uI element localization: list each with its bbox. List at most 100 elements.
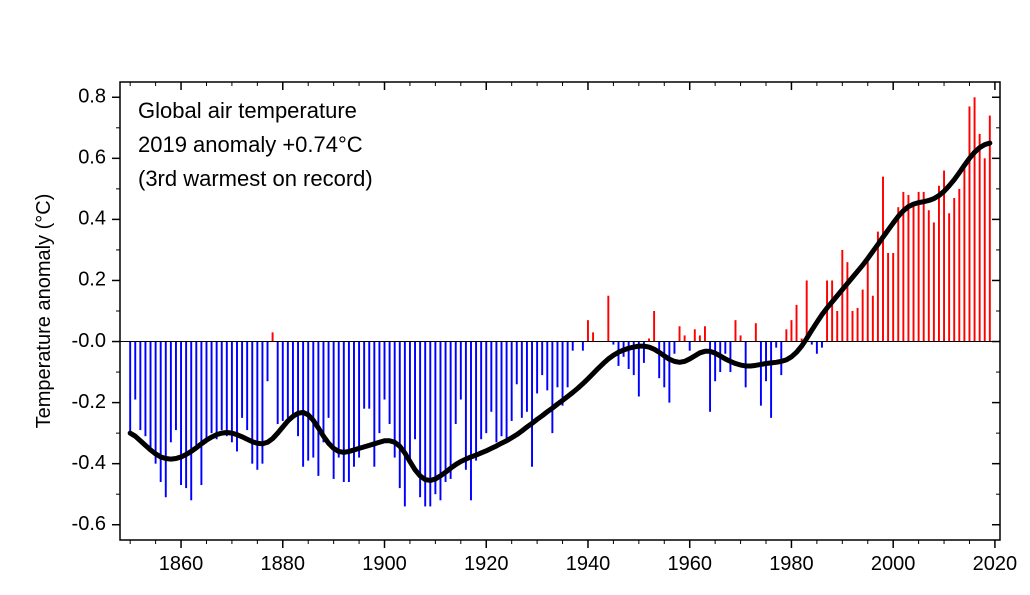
annotation-line: 2019 anomaly +0.74°C [138, 132, 363, 157]
bar-1956 [668, 342, 670, 403]
bar-1939 [582, 342, 584, 351]
bar-1851 [134, 342, 136, 400]
bar-1889 [328, 342, 330, 418]
bar-1904 [404, 342, 406, 507]
bar-1895 [358, 342, 360, 458]
bar-2016 [974, 97, 976, 341]
temperature-anomaly-chart: -0.6-0.4-0.2-0.00.20.40.60.8186018801900… [0, 0, 1030, 595]
bar-2019 [989, 116, 991, 342]
bar-2000 [892, 253, 894, 342]
bar-1914 [455, 342, 457, 424]
ytick-label: 0.2 [78, 269, 106, 291]
bar-2015 [969, 106, 971, 341]
bar-1929 [531, 342, 533, 467]
ytick-label: -0.4 [72, 452, 106, 474]
bar-1877 [267, 342, 269, 382]
bar-1922 [495, 342, 497, 443]
bar-1999 [887, 253, 889, 342]
xtick-label: 2020 [973, 553, 1018, 575]
bar-1936 [567, 342, 569, 388]
bar-1969 [735, 320, 737, 341]
bar-1906 [414, 342, 416, 440]
bar-1890 [333, 342, 335, 479]
bar-1930 [536, 342, 538, 394]
ytick-label: 0.6 [78, 147, 106, 169]
bar-1887 [317, 342, 319, 476]
xtick-label: 1940 [566, 553, 611, 575]
bar-1917 [470, 342, 472, 501]
bar-1934 [556, 342, 558, 388]
bar-1867 [216, 342, 218, 440]
bar-1854 [150, 342, 152, 449]
xtick-label: 2000 [871, 553, 916, 575]
bar-1888 [323, 342, 325, 443]
bar-1863 [195, 342, 197, 446]
y-axis-label: Temperature anomaly (°C) [33, 194, 55, 429]
bar-1910 [434, 342, 436, 495]
bar-1860 [180, 342, 182, 486]
bar-2018 [984, 158, 986, 341]
bar-1865 [206, 342, 208, 440]
bar-1856 [160, 342, 162, 482]
bar-1976 [770, 342, 772, 418]
bar-2001 [897, 207, 899, 341]
bar-1954 [658, 342, 660, 379]
bar-1892 [343, 342, 345, 482]
bar-1959 [684, 335, 686, 341]
bar-1955 [663, 342, 665, 388]
bar-1985 [816, 342, 818, 354]
bar-1870 [231, 342, 233, 443]
bar-1935 [562, 342, 564, 406]
bar-1891 [338, 342, 340, 458]
bar-1872 [241, 342, 243, 418]
bar-1993 [857, 308, 859, 342]
bar-1912 [445, 342, 447, 482]
bar-1927 [521, 342, 523, 418]
xtick-label: 1880 [261, 553, 306, 575]
bar-2005 [918, 192, 920, 342]
bar-1869 [226, 342, 228, 437]
bar-1866 [211, 342, 213, 434]
chart-container: -0.6-0.4-0.2-0.00.20.40.60.8186018801900… [0, 0, 1030, 595]
bar-1991 [846, 262, 848, 341]
ytick-label: 0.8 [78, 86, 106, 108]
bar-2010 [943, 171, 945, 342]
bar-2013 [958, 189, 960, 342]
bar-2003 [907, 195, 909, 342]
bar-2014 [963, 164, 965, 341]
bar-1857 [165, 342, 167, 498]
bar-1989 [836, 311, 838, 342]
bar-1873 [246, 342, 248, 431]
bar-1944 [607, 296, 609, 342]
bar-1915 [460, 342, 462, 400]
bar-1898 [373, 342, 375, 467]
bar-1937 [572, 342, 574, 351]
xtick-label: 1900 [362, 553, 407, 575]
bar-1968 [729, 342, 731, 373]
bar-1884 [302, 342, 304, 467]
bar-1878 [272, 332, 274, 341]
xtick-label: 1920 [464, 553, 509, 575]
bar-1957 [673, 342, 675, 354]
bar-1859 [175, 342, 177, 431]
bar-1861 [185, 342, 187, 489]
bar-1881 [287, 342, 289, 418]
bar-1899 [378, 342, 380, 434]
bar-1897 [368, 342, 370, 409]
bar-1990 [841, 250, 843, 342]
bar-1953 [653, 311, 655, 342]
bar-2004 [913, 204, 915, 341]
bar-1931 [541, 342, 543, 376]
xtick-label: 1860 [159, 553, 204, 575]
bar-1973 [755, 323, 757, 341]
bar-1880 [282, 342, 284, 421]
bar-1961 [694, 329, 696, 341]
bar-1874 [251, 342, 253, 464]
bar-1986 [821, 342, 823, 348]
bar-1852 [139, 342, 141, 431]
xtick-label: 1960 [667, 553, 712, 575]
bar-1967 [724, 342, 726, 354]
annotation-line: (3rd warmest on record) [138, 166, 373, 191]
bar-2007 [928, 210, 930, 341]
bar-1918 [475, 342, 477, 461]
